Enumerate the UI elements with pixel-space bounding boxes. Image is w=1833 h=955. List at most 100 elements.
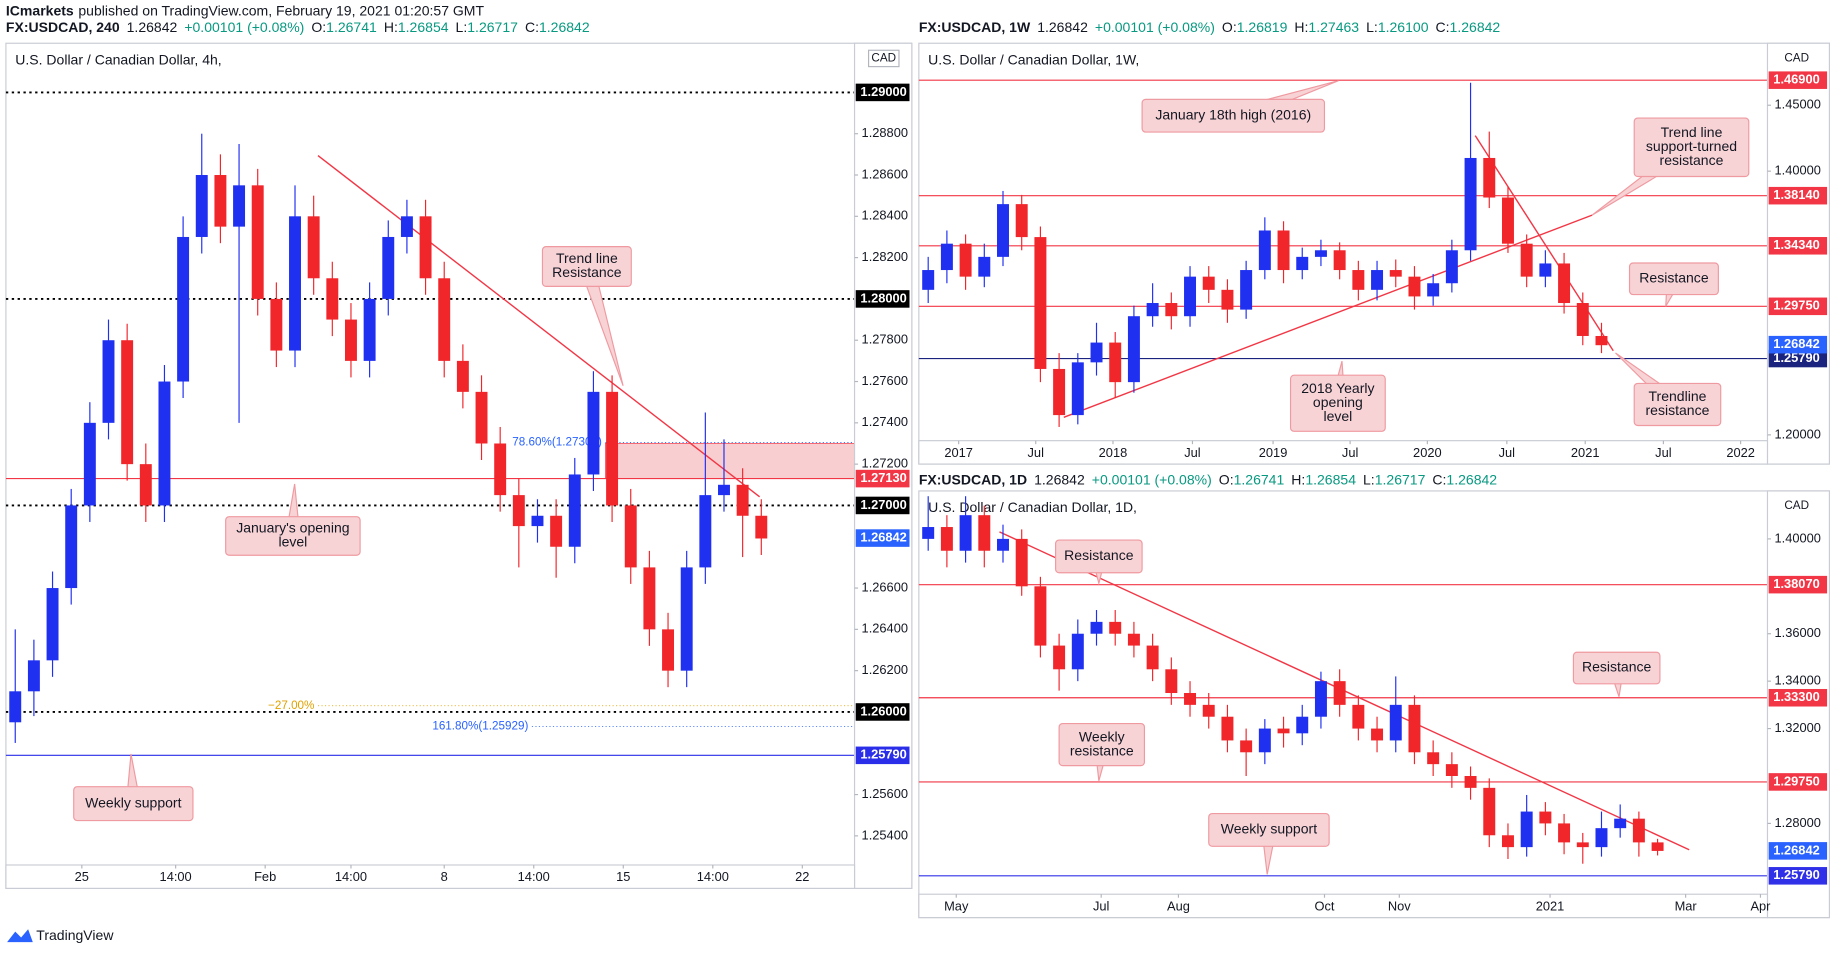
callout-box [1141, 98, 1326, 133]
candle-body [9, 691, 22, 723]
ohlc-label: L: [1363, 471, 1375, 487]
ohlc-label: H: [1291, 471, 1305, 487]
footer-logo: TradingView [7, 927, 114, 943]
price-label-box [1768, 335, 1828, 354]
candle-body [587, 391, 600, 475]
candle-body [718, 484, 730, 496]
x-tick-label: Mar [1675, 898, 1698, 913]
x-tick-label: 2021 [1571, 445, 1600, 460]
candle-body [177, 236, 190, 382]
price-label-box [855, 703, 910, 721]
candle-body [1576, 842, 1589, 848]
chart-panel: FX:USDCAD, 1W 1.26842 +0.00101 (+0.08%) O:1… [918, 19, 1831, 465]
candle-body [1127, 633, 1140, 646]
callout-text: level [278, 534, 307, 550]
ohlc-value: 1.26717 [1375, 471, 1426, 487]
callout-text: Trend line [556, 250, 618, 266]
candle-body [46, 588, 59, 661]
header-line: ICmarkets published on TradingView.com, F… [6, 2, 485, 18]
fib-label: 161.80%(1.25929) [432, 720, 528, 733]
symbol: FX:USDCAD, 1W [919, 19, 1031, 35]
price-label: 1.38140 [1773, 187, 1819, 202]
y-tick-label: 1.40000 [1774, 530, 1820, 545]
x-tick-label: Oct [1315, 898, 1335, 913]
candle-body [1109, 621, 1122, 634]
ohlc-value: 1.26717 [467, 19, 518, 35]
price-label-box [1768, 773, 1828, 791]
candle-body [736, 484, 749, 516]
candle-body [1464, 157, 1477, 251]
chart-title: U.S. Dollar / Canadian Dollar, 1W, [928, 51, 1139, 67]
candle-body [1371, 728, 1384, 741]
candle-body [233, 185, 246, 227]
last-price: 1.26842 [1034, 471, 1085, 487]
price-label: 1.34340 [1773, 237, 1819, 252]
candle-body [1184, 276, 1197, 317]
x-tick-label: 2021 [1536, 898, 1565, 913]
ohlc-label: O: [311, 19, 326, 35]
candle-body [662, 629, 675, 671]
candle-body [251, 185, 264, 299]
callout-box [225, 516, 361, 556]
symbol: FX:USDCAD, 1D [919, 471, 1027, 487]
candle-body [494, 443, 507, 496]
candle-body [1277, 728, 1290, 734]
price-label-box [855, 496, 910, 515]
price-label-box [1768, 867, 1828, 885]
price-label: 1.25790 [1773, 350, 1819, 365]
y-tick-label: 1.25600 [862, 786, 908, 801]
candle-body [1595, 828, 1608, 848]
candle-body [512, 495, 525, 527]
symbol-info: FX:USDCAD, 1D 1.26842 +0.00101 (+0.08%) O:1… [919, 471, 1497, 487]
candle-body [1408, 276, 1421, 297]
y-tick-label: 1.28000 [1774, 815, 1820, 830]
x-tick-label: Aug [1167, 898, 1190, 913]
callout-text: level [1323, 408, 1352, 424]
price-label: 1.27000 [860, 497, 906, 512]
callout-box [1572, 651, 1661, 685]
ohlc-value: 1.26854 [398, 19, 449, 35]
x-tick-label: 14:00 [697, 869, 729, 884]
candle-body [1146, 303, 1159, 317]
ohlc-label: C: [1432, 471, 1446, 487]
price-label-box [1768, 842, 1828, 860]
callout-box [1289, 374, 1386, 432]
candle-body [1221, 716, 1234, 741]
candle-body [65, 505, 78, 589]
price-label: 1.26842 [860, 529, 906, 544]
ohlc-label: C: [525, 19, 539, 35]
candle-body [1184, 693, 1197, 705]
candle-body [1483, 157, 1496, 198]
ohlc-label: L: [1366, 19, 1378, 35]
y-tick-label: 1.28200 [862, 249, 908, 264]
y-tick-label: 1.40000 [1774, 163, 1820, 178]
ohlc-value: 1.26842 [1446, 471, 1497, 487]
candle-body [1483, 787, 1496, 836]
symbol-info: FX:USDCAD, 1W 1.26842 +0.00101 (+0.08%) O:1… [919, 19, 1501, 35]
candle-body [1296, 256, 1309, 271]
candle-body [922, 270, 935, 290]
callout-text: Weekly support [85, 794, 181, 810]
candle-body [1240, 270, 1253, 310]
y-tick-label: 1.25400 [862, 827, 908, 842]
callout-box [541, 246, 632, 287]
symbol: FX:USDCAD, 240 [6, 19, 120, 35]
price-label: 1.29750 [1773, 773, 1819, 788]
ohlc-value: 1.27463 [1308, 19, 1359, 35]
candle-body [475, 391, 488, 444]
candle-body [940, 527, 953, 551]
candle-body [1071, 633, 1084, 670]
candle-body [1595, 335, 1608, 346]
price-label-box [1768, 237, 1828, 255]
candle-body [550, 515, 563, 547]
candle-body [1165, 669, 1178, 694]
candle-body [1371, 270, 1384, 290]
candle-body [1520, 811, 1533, 848]
candle-body [1314, 250, 1327, 257]
candle-body [1614, 818, 1627, 829]
candle-body [1015, 204, 1028, 238]
x-tick-label: Jul [1499, 445, 1515, 460]
price-label: 1.28000 [860, 290, 906, 305]
